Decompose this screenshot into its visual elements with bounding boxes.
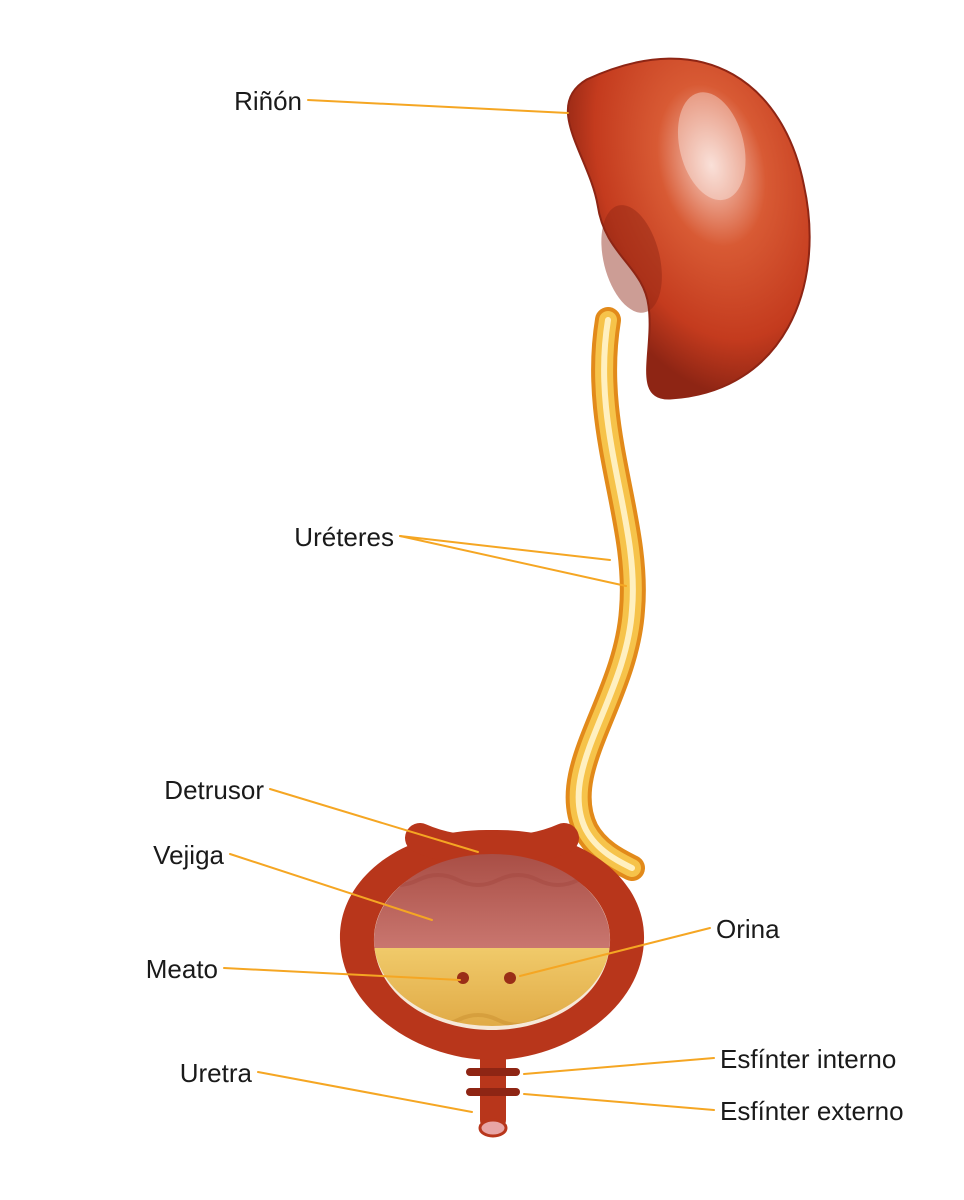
internal-sphincter	[466, 1068, 520, 1076]
label-esfinter_externo: Esfínter externo	[720, 1096, 904, 1127]
leader-ureteres	[400, 536, 626, 586]
leader-uretra	[258, 1072, 472, 1112]
ureter	[579, 320, 633, 868]
label-orina: Orina	[716, 914, 780, 945]
label-uretra: Uretra	[180, 1058, 252, 1089]
label-meato: Meato	[146, 954, 218, 985]
label-vejiga: Vejiga	[153, 840, 224, 871]
leader-rinon	[308, 100, 568, 113]
bladder	[340, 830, 644, 1136]
meatus-dot	[457, 972, 469, 984]
external-sphincter	[466, 1088, 520, 1096]
label-rinon: Riñón	[234, 86, 302, 117]
leader-esfinter_interno	[524, 1058, 714, 1074]
label-detrusor: Detrusor	[164, 775, 264, 806]
leader-esfinter_externo	[524, 1094, 714, 1110]
leader-ureteres	[400, 536, 610, 560]
urinary-system-diagram	[0, 0, 964, 1200]
urethral-opening	[480, 1120, 506, 1136]
label-ureteres: Uréteres	[294, 522, 394, 553]
label-esfinter_interno: Esfínter interno	[720, 1044, 896, 1075]
leader-detrusor	[270, 789, 478, 852]
meatus-dot	[504, 972, 516, 984]
